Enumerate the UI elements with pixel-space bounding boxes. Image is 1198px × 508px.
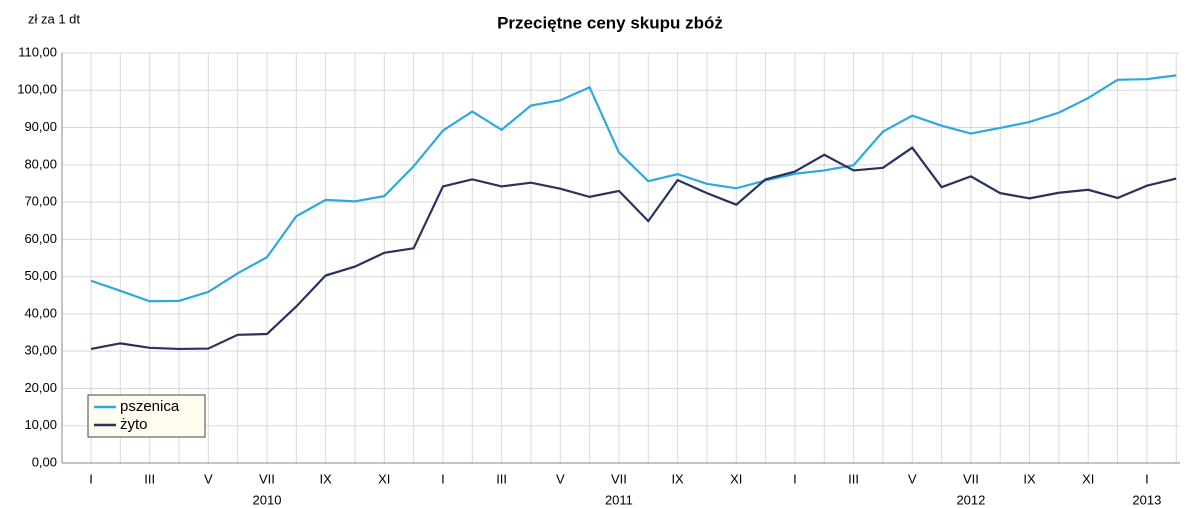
x-tick-label: VII bbox=[611, 471, 627, 486]
y-tick-label: 50,00 bbox=[24, 268, 57, 283]
x-tick-label: IX bbox=[671, 471, 684, 486]
y-tick-label: 110,00 bbox=[18, 44, 57, 59]
x-tick-label: XI bbox=[378, 471, 390, 486]
x-group-label: 2013 bbox=[1132, 492, 1161, 507]
y-tick-label: 10,00 bbox=[24, 417, 57, 432]
x-tick-label: III bbox=[848, 471, 859, 486]
x-tick-label: V bbox=[204, 471, 213, 486]
y-tick-label: 100,00 bbox=[17, 82, 57, 97]
x-tick-label: I bbox=[441, 471, 445, 486]
legend-label: pszenica bbox=[120, 398, 180, 415]
x-tick-label: VII bbox=[963, 471, 979, 486]
x-tick-label: III bbox=[144, 471, 155, 486]
x-tick-label: III bbox=[496, 471, 507, 486]
y-tick-label: 0,00 bbox=[32, 454, 57, 469]
x-tick-label: IX bbox=[1023, 471, 1036, 486]
chart-title: Przeciętne ceny skupu zbóż bbox=[497, 13, 723, 32]
y-tick-label: 70,00 bbox=[24, 194, 57, 209]
y-tick-label: 80,00 bbox=[24, 156, 57, 171]
x-group-label: 2011 bbox=[605, 492, 633, 507]
x-group-label: 2010 bbox=[253, 492, 282, 507]
x-tick-label: V bbox=[556, 471, 565, 486]
series-line bbox=[90, 74, 1177, 303]
x-tick-label: VII bbox=[259, 471, 275, 486]
x-tick-label: IX bbox=[319, 471, 332, 486]
legend-label: żyto bbox=[120, 416, 148, 433]
y-axis-label: zł za 1 dt bbox=[28, 11, 80, 26]
y-tick-label: 30,00 bbox=[24, 343, 57, 358]
x-group-label: 2012 bbox=[956, 492, 985, 507]
y-tick-label: 60,00 bbox=[24, 231, 57, 246]
y-tick-label: 90,00 bbox=[24, 119, 57, 134]
x-tick-label: XI bbox=[1082, 471, 1094, 486]
x-tick-label: I bbox=[89, 471, 93, 486]
legend-box bbox=[87, 394, 206, 438]
x-tick-label: I bbox=[793, 471, 797, 486]
series-line bbox=[90, 146, 1177, 351]
x-tick-label: I bbox=[1145, 471, 1149, 486]
y-tick-label: 20,00 bbox=[24, 380, 57, 395]
x-tick-label: XI bbox=[730, 471, 742, 486]
y-tick-label: 40,00 bbox=[24, 305, 57, 320]
x-tick-label: V bbox=[908, 471, 917, 486]
